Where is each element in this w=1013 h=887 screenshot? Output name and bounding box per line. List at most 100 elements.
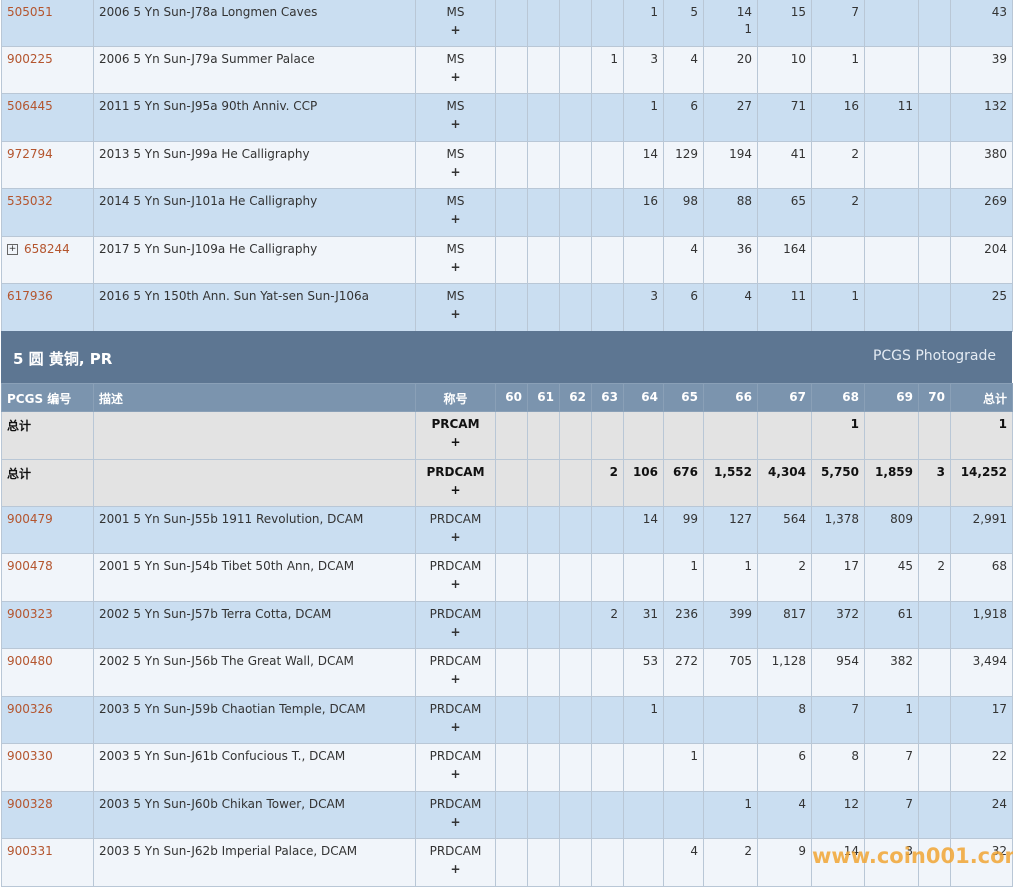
grade-count: 1 [905, 702, 913, 716]
grade-count: 3 [905, 844, 913, 858]
grade-count-cell: 7 [811, 696, 865, 744]
pcgs-link[interactable]: 506445 [7, 99, 53, 113]
coin-row: 506445 2011 5 Yn Sun-J95a 90th Anniv. CCP… [1, 93, 1013, 142]
photograde-link[interactable]: PCGS Photograde [872, 348, 996, 364]
pcgs-cell: 900328 [1, 791, 94, 839]
grade-count: 2 [798, 559, 806, 573]
description: 2006 5 Yn Sun-J78a Longmen Caves [99, 5, 318, 19]
grade-count: 564 [783, 512, 806, 526]
grade-count-cell [495, 411, 528, 460]
grade-count-cell: 1 [663, 553, 704, 602]
pcgs-link[interactable]: 535032 [7, 194, 53, 208]
column-label: 称号 [443, 392, 468, 406]
pcgs-link[interactable]: 972794 [7, 147, 53, 161]
description: 2003 5 Yn Sun-J61b Confucious T., DCAM [99, 749, 346, 763]
grade-count-cell: 99 [663, 506, 704, 554]
pcgs-link[interactable]: 617936 [7, 289, 53, 303]
column-header: 66 [703, 383, 758, 412]
pcgs-link[interactable]: 658244 [24, 242, 70, 256]
plus-sign: + [450, 815, 461, 829]
coin-row: 535032 2014 5 Yn Sun-J101a He Calligraphy… [1, 188, 1013, 237]
description: 2003 5 Yn Sun-J62b Imperial Palace, DCAM [99, 844, 358, 858]
grade-count-cell [918, 93, 951, 142]
column-header: 68 [811, 383, 865, 412]
grade-count: 164 [783, 242, 806, 256]
grade-count-cell: 1 [591, 46, 624, 94]
grade-count-cell: 98 [663, 188, 704, 237]
grade-count-cell [918, 283, 951, 332]
grade-count: 676 [672, 465, 698, 479]
plus-count: 1 [744, 22, 752, 36]
grade-count: 1 [650, 702, 658, 716]
description-cell: 2003 5 Yn Sun-J62b Imperial Palace, DCAM [93, 838, 416, 887]
grade-count-cell: 1,128 [757, 648, 812, 697]
pcgs-cell: 总计 [1, 459, 94, 507]
grade-count-cell: 272 [663, 648, 704, 697]
pcgs-link[interactable]: 505051 [7, 5, 53, 19]
grade-count-cell [559, 838, 592, 887]
grade-count: 954 [836, 654, 859, 668]
pcgs-link[interactable]: 900478 [7, 559, 53, 573]
expand-icon[interactable]: + [7, 244, 18, 255]
grade-count-cell [527, 743, 560, 792]
coin-row: 900479 2001 5 Yn Sun-J55b 1911 Revolution… [1, 506, 1013, 554]
grade-count-cell: 6 [757, 743, 812, 792]
grade-count-cell [495, 236, 528, 284]
pcgs-link[interactable]: 900326 [7, 702, 53, 716]
column-header: 69 [864, 383, 919, 412]
grade-count: 1 [851, 289, 859, 303]
grade-count-cell: 809 [864, 506, 919, 554]
grade-count-cell: 372 [811, 601, 865, 649]
designation: PRDCAM [426, 465, 485, 479]
description-cell: 2013 5 Yn Sun-J99a He Calligraphy [93, 141, 416, 189]
grade-count-cell [495, 506, 528, 554]
pcgs-link[interactable]: 900225 [7, 52, 53, 66]
designation: PRDCAM [429, 654, 482, 668]
grade-count-cell [918, 188, 951, 237]
total-cell: 14,252 [950, 459, 1013, 507]
pcgs-link[interactable]: 900331 [7, 844, 53, 858]
plus-sign: + [450, 767, 461, 781]
grade-count: 14 [736, 5, 752, 19]
row-total: 17 [991, 702, 1007, 716]
grade-count: 2 [609, 465, 618, 479]
grade-count: 1 [850, 417, 859, 431]
grade-count-cell: 564 [757, 506, 812, 554]
grade-count: 106 [632, 465, 658, 479]
top-table: 505051 2006 5 Yn Sun-J78a Longmen Caves MS… [1, 0, 1013, 332]
pcgs-link[interactable]: 900480 [7, 654, 53, 668]
description-cell: 2006 5 Yn Sun-J78a Longmen Caves [93, 0, 416, 47]
grade-count-cell [495, 46, 528, 94]
pcgs-cell: 972794 [1, 141, 94, 189]
designation-cell: MS + [415, 188, 496, 237]
grade-count: 15 [790, 5, 806, 19]
grade-count-cell [663, 791, 704, 839]
pcgs-link[interactable]: 900479 [7, 512, 53, 526]
pcgs-cell: 900330 [1, 743, 94, 792]
column-label: 66 [735, 390, 752, 404]
pcgs-link[interactable]: 900328 [7, 797, 53, 811]
grade-count: 16 [642, 194, 658, 208]
pcgs-link[interactable]: 900323 [7, 607, 53, 621]
grade-count: 20 [736, 52, 752, 66]
designation-cell: MS + [415, 46, 496, 94]
grade-count-cell: 31 [623, 601, 664, 649]
grade-count: 8 [798, 702, 806, 716]
grade-count-cell: 5 [663, 0, 704, 47]
grade-count: 27 [736, 99, 752, 113]
row-total: 39 [991, 52, 1007, 66]
grade-count-cell: 399 [703, 601, 758, 649]
coin-row: 900480 2002 5 Yn Sun-J56b The Great Wall,… [1, 648, 1013, 697]
grade-count-cell [591, 743, 624, 792]
column-header: 67 [757, 383, 812, 412]
pcgs-link[interactable]: 900330 [7, 749, 53, 763]
row-total: 14,252 [960, 465, 1007, 479]
designation: PRDCAM [429, 607, 482, 621]
grade-count: 98 [682, 194, 698, 208]
grade-count-cell: 3 [623, 283, 664, 332]
column-label: 65 [681, 390, 698, 404]
grade-count-cell: 41 [757, 141, 812, 189]
grade-count-cell [527, 791, 560, 839]
grade-count-cell: 2 [703, 838, 758, 887]
grade-count-cell [591, 93, 624, 142]
